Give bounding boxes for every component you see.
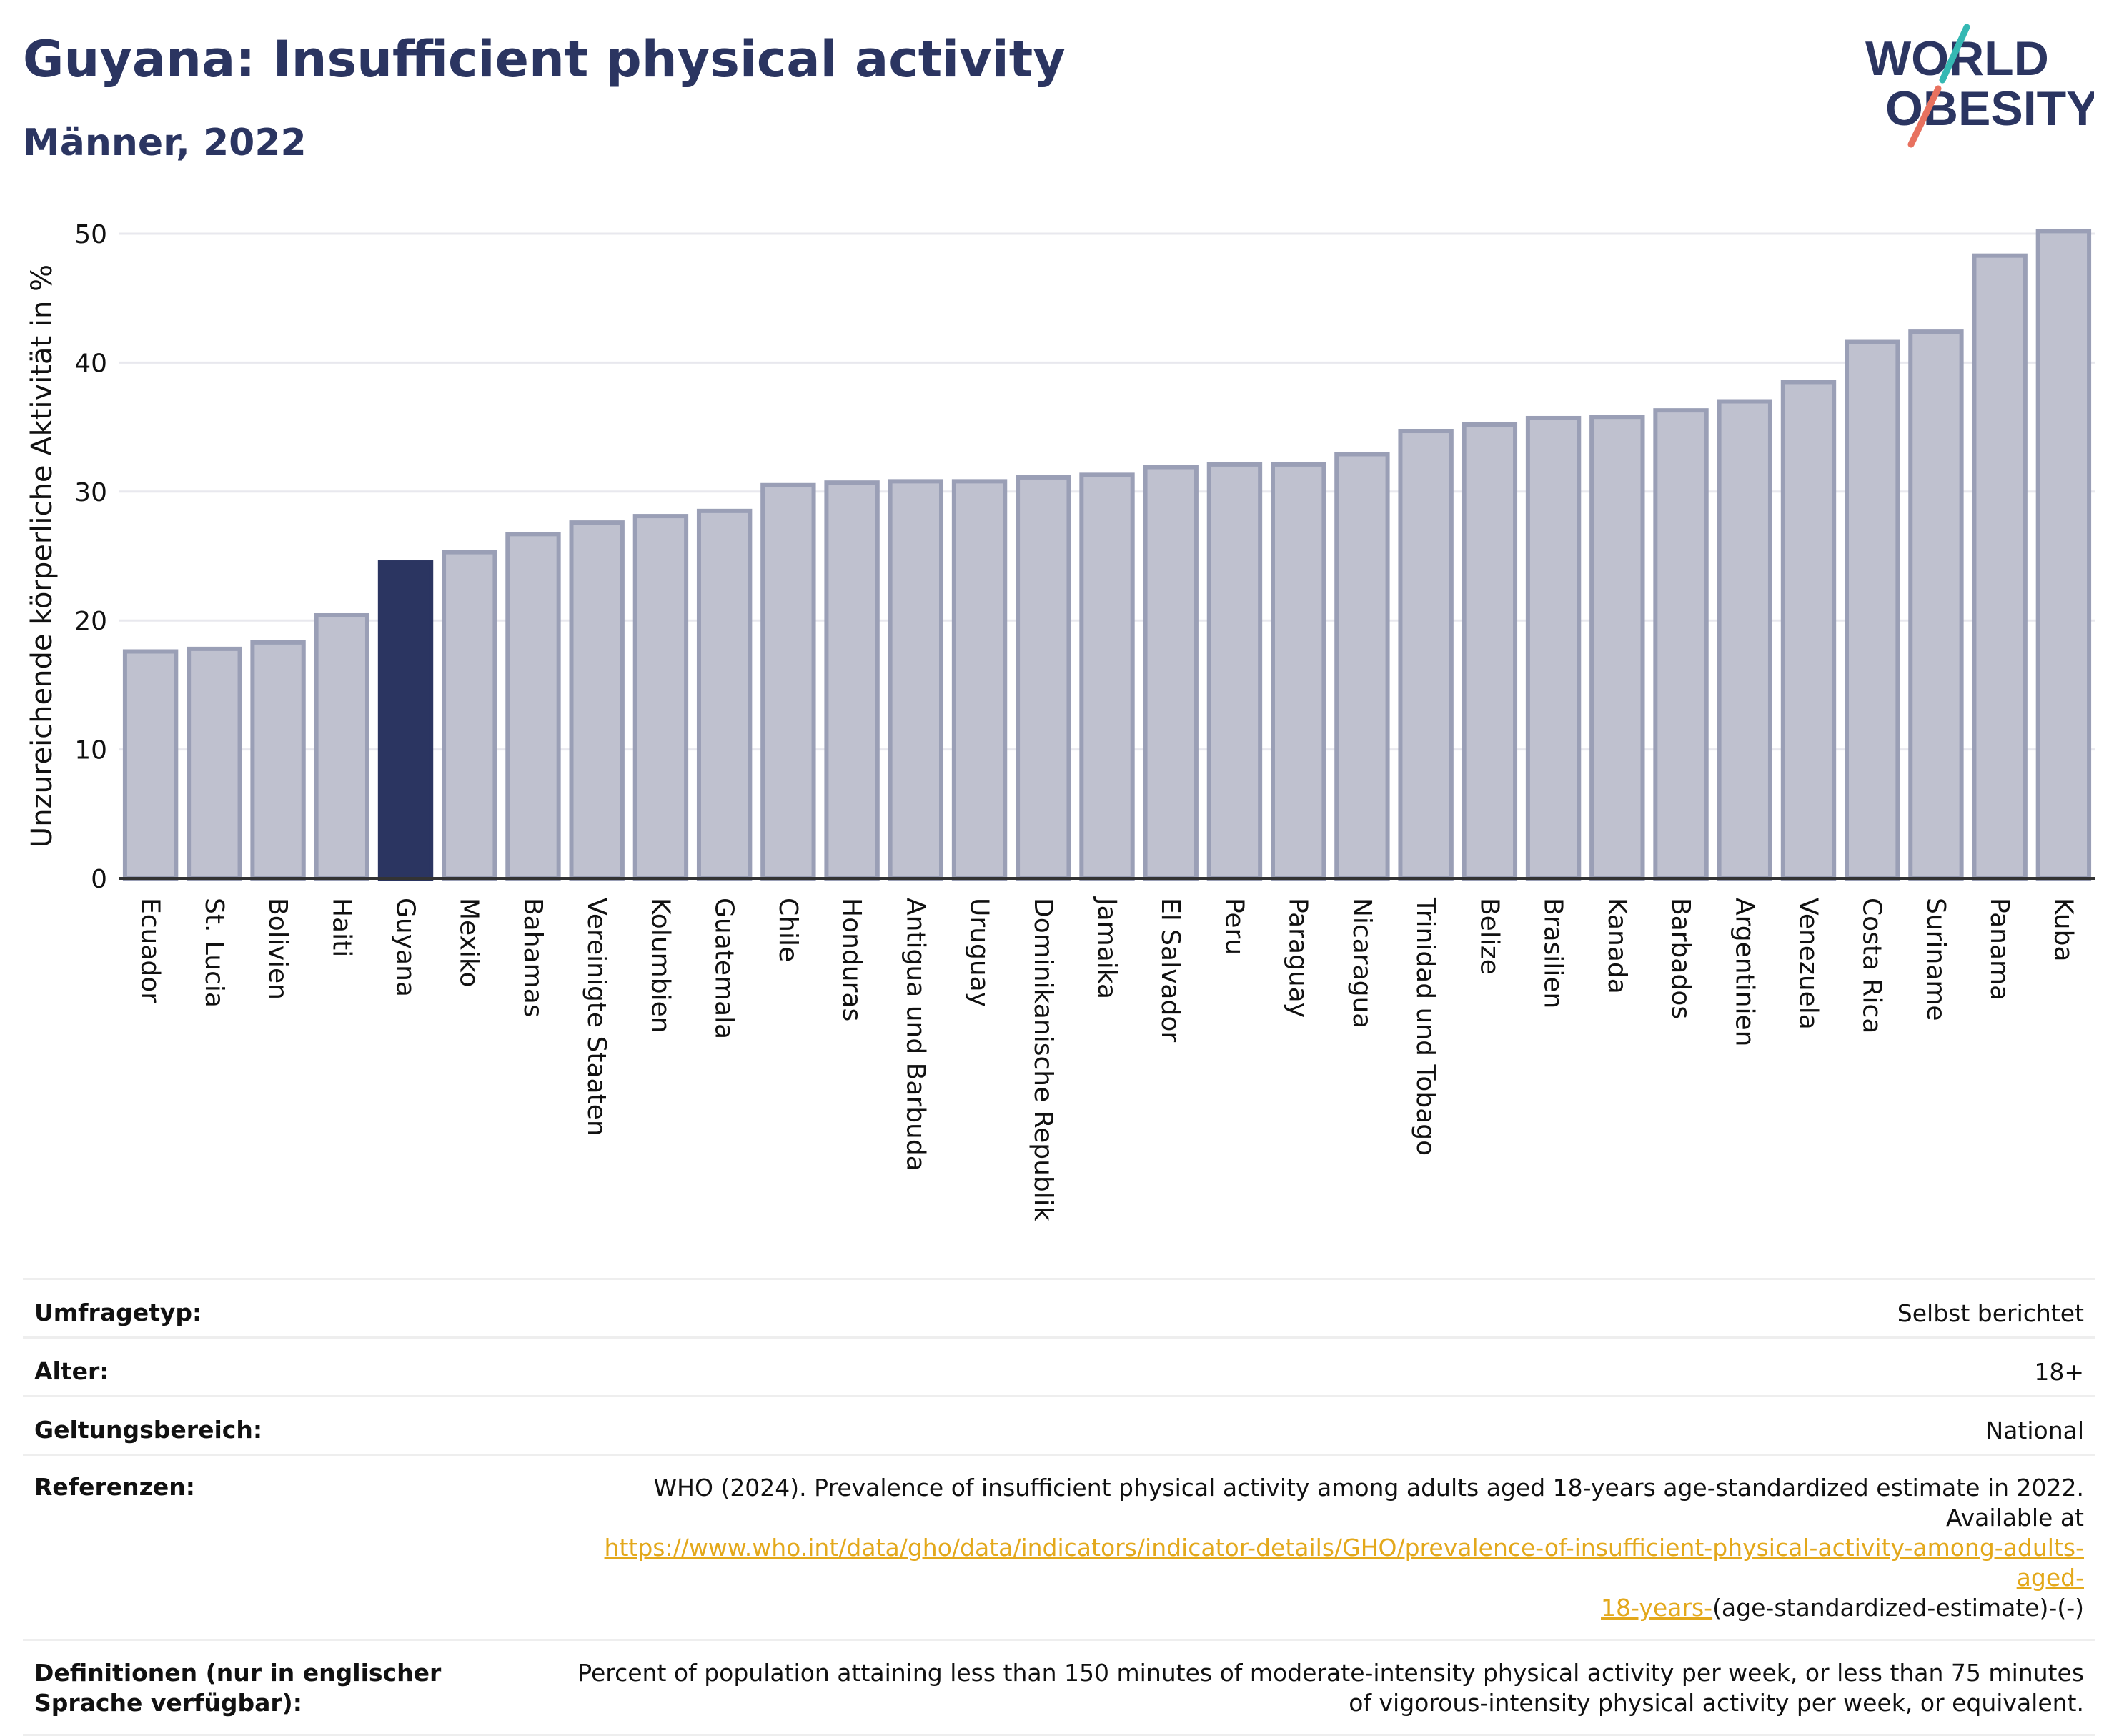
age-label: Alter: — [34, 1357, 109, 1385]
x-tick-label: Chile — [773, 898, 803, 962]
x-tick-label: Panama — [1985, 898, 2014, 1001]
x-tick-label: Barbados — [1666, 898, 1695, 1019]
bar — [951, 479, 1008, 881]
survey-type-value: Selbst berichtet — [1897, 1299, 2084, 1327]
bar-highlighted — [377, 560, 434, 881]
bar — [1653, 408, 1709, 881]
bar — [888, 479, 944, 881]
meta-row-age: Alter: 18+ — [23, 1337, 2095, 1397]
axis-layer: 0 10 20 30 40 50 Ecuador St. Lucia Bolivien Haiti… — [74, 220, 2095, 1221]
bar — [1589, 415, 1645, 881]
x-tick-label: Guatemala — [710, 898, 739, 1039]
x-tick-label: Bahamas — [518, 898, 547, 1018]
meta-row-survey: Umfragetyp: Selbst berichtet — [23, 1279, 2095, 1338]
bar — [1079, 472, 1135, 881]
x-tick-label: Peru — [1219, 898, 1249, 955]
y-tick-label: 30 — [74, 478, 107, 507]
x-tick-label: Argentinien — [1730, 898, 1759, 1047]
x-tick-label: Bolivien — [263, 898, 292, 1000]
bar — [1972, 253, 2028, 881]
references-tail: (age-standardized-estimate)-(-) — [1712, 1594, 2084, 1622]
bar — [1845, 339, 1900, 881]
page-subtitle: Männer, 2022 — [23, 121, 307, 164]
x-tick-label: El Salvador — [1156, 898, 1185, 1042]
x-tick-label: Vereinigte Staaten — [582, 898, 611, 1136]
meta-row-scope: Geltungsbereich: National — [23, 1396, 2095, 1455]
y-tick-label: 50 — [74, 220, 107, 249]
x-tick-label: Trinidad und Tobago — [1411, 897, 1440, 1156]
bar — [1717, 399, 1772, 881]
survey-type-label: Umfragetyp: — [34, 1299, 202, 1326]
y-tick-label: 20 — [74, 607, 107, 636]
scope-value: National — [1985, 1417, 2084, 1444]
logo-slash-coral — [1907, 85, 1942, 148]
bar — [505, 532, 561, 881]
references-link-part-1: https://www.who.int/data/gho/data/indica… — [604, 1534, 2084, 1592]
x-tick-label: Nicaragua — [1347, 898, 1376, 1028]
references-text: WHO (2024). Prevalence of insufficient p… — [653, 1474, 2084, 1532]
references-link-part-2: 18-years- — [1601, 1594, 1713, 1622]
metadata-table: Umfragetyp: Selbst berichtet Alter: 18+ … — [23, 1278, 2095, 1736]
x-tick-label: Uruguay — [965, 898, 994, 1007]
x-tick-label: Belize — [1474, 898, 1504, 975]
x-tick-label: Venezuela — [1793, 898, 1822, 1030]
x-tick-label: Suriname — [1921, 898, 1950, 1021]
x-tick-label: Costa Rica — [1857, 898, 1887, 1033]
bar — [1206, 462, 1263, 881]
references-value: WHO (2024). Prevalence of insufficient p… — [546, 1455, 2095, 1640]
x-tick-label: Brasilien — [1539, 898, 1568, 1008]
y-axis-label: Unzureichende körperliche Aktivität in % — [26, 264, 59, 848]
world-obesity-logo: WORLD OBESITY — [1865, 24, 2094, 148]
logo-slash-teal — [1939, 24, 1970, 84]
bar-chart: 0 10 20 30 40 50 Ecuador St. Lucia Bolivien Haiti… — [26, 220, 2095, 1221]
references-label: Referenzen: — [34, 1473, 195, 1501]
x-tick-label: Kuba — [2048, 898, 2078, 962]
x-tick-label: Jamaika — [1092, 896, 1121, 999]
y-tick-label: 0 — [91, 865, 107, 894]
definitions-value: Percent of population attaining less tha… — [577, 1659, 2084, 1717]
bar — [442, 550, 497, 881]
age-value: 18+ — [2034, 1358, 2084, 1386]
x-tick-label: Kolumbien — [645, 898, 675, 1033]
y-tick-label: 40 — [74, 349, 107, 378]
bar — [1525, 415, 1582, 881]
logo-line-1: WORLD — [1865, 31, 2049, 86]
bar — [122, 649, 179, 881]
bar — [632, 514, 689, 881]
bar — [1143, 465, 1199, 881]
bar-layer — [122, 229, 2092, 881]
bar — [760, 482, 816, 881]
x-tick-label: Mexiko — [455, 898, 484, 987]
bar — [2035, 229, 2092, 881]
y-tick-label: 10 — [74, 736, 107, 765]
bar — [1398, 429, 1454, 881]
bar — [1270, 462, 1326, 881]
bar — [314, 612, 369, 881]
bar — [1462, 422, 1518, 881]
definitions-label: Definitionen (nur in englischer Sprache … — [34, 1659, 442, 1717]
bar — [569, 520, 625, 881]
x-tick-label: Haiti — [327, 898, 356, 957]
x-tick-label: Dominikanische Republik — [1028, 898, 1058, 1221]
bar — [824, 480, 880, 881]
bar — [1780, 380, 1837, 881]
x-tick-label: Paraguay — [1284, 898, 1313, 1018]
bar — [1016, 475, 1071, 881]
meta-row-definitions: Definitionen (nur in englischer Sprache … — [23, 1640, 2095, 1735]
x-tick-label: St. Lucia — [199, 898, 229, 1008]
page-title: Guyana: Insufficient physical activity — [23, 30, 1066, 89]
scope-label: Geltungsbereich: — [34, 1416, 263, 1444]
x-tick-label: Honduras — [837, 898, 866, 1021]
bar — [696, 508, 753, 881]
x-tick-label: Ecuador — [136, 898, 165, 1003]
x-tick-label: Antigua und Barbuda — [900, 898, 930, 1171]
x-tick-label: Guyana — [391, 898, 420, 997]
bar — [250, 640, 306, 881]
references-link[interactable]: https://www.who.int/data/gho/data/indica… — [605, 1534, 2084, 1622]
bar — [1908, 329, 1964, 881]
bar — [1334, 452, 1390, 881]
x-tick-label: Kanada — [1602, 898, 1632, 994]
bar — [187, 646, 242, 881]
meta-row-references: Referenzen: WHO (2024). Prevalence of in… — [23, 1454, 2095, 1640]
